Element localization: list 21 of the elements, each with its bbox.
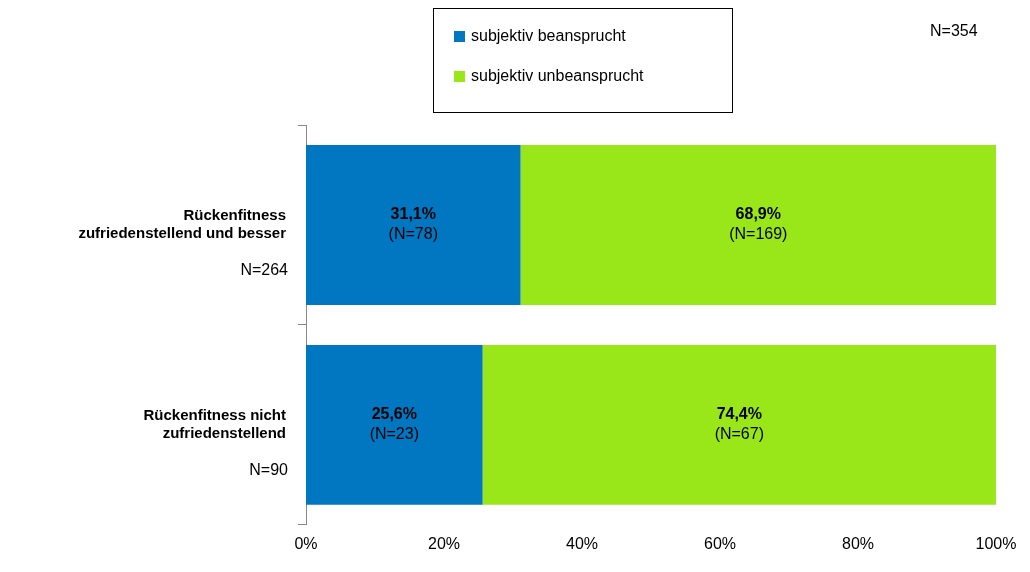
data-label: 68,9% (N=169) — [729, 205, 788, 243]
text: N=354 — [930, 22, 978, 40]
text: N=264 — [240, 261, 289, 279]
data-label: 74,4% (N=67) — [714, 405, 764, 443]
x-tick-label: 40% — [565, 534, 599, 552]
x-tick-label: 20% — [427, 534, 461, 552]
bar — [306, 144, 521, 305]
legend-label: subjektiv beansprucht — [471, 27, 626, 45]
x-tick-label: 100% — [975, 534, 1017, 552]
data-label: 31,1% (N=78) — [388, 205, 438, 243]
bar — [306, 344, 483, 505]
text: N=90 — [249, 461, 289, 479]
x-tick-label: 80% — [841, 534, 875, 552]
y-tick-label: Rückenfitness nicht zufriedenstellend — [143, 405, 286, 441]
x-tick-label: 0% — [294, 534, 318, 552]
data-label: 25,6% (N=23) — [369, 405, 419, 443]
bar — [482, 344, 996, 505]
y-tick-label: Rückenfitness zufriedenstellend und besser — [78, 206, 287, 242]
x-tick-label: 60% — [703, 534, 737, 552]
legend-label: subjektiv unbeansprucht — [471, 67, 644, 85]
bar — [520, 144, 996, 305]
